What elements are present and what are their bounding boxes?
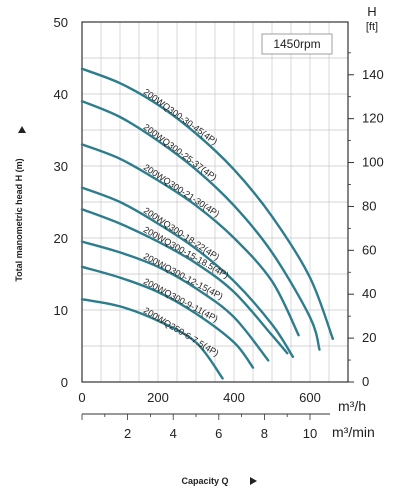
x-tick-labels: 0 200 400 600 (78, 390, 320, 405)
ft-tick-label: 20 (362, 330, 376, 345)
y-tick-label: 50 (54, 15, 68, 30)
m3min-tick-label: 10 (303, 426, 317, 441)
x-tick-label: 200 (147, 390, 169, 405)
x-unit-primary: m³/h (338, 398, 366, 414)
y-axis-label-group: Total manometric head H (m) (14, 158, 24, 281)
pump-curve (80, 67, 334, 340)
ft-tick-label: 140 (362, 67, 384, 82)
m3min-tick-label: 6 (215, 426, 222, 441)
y-tick-label: 40 (54, 87, 68, 102)
y-axis-arrow-icon (18, 126, 26, 133)
m3min-tick-label: 2 (124, 426, 131, 441)
x-unit-secondary: m³/min (332, 424, 375, 440)
ft-tick-label: 40 (362, 286, 376, 301)
pump-curve (80, 143, 300, 337)
pump-curve (80, 298, 224, 380)
pump-curve (80, 208, 289, 355)
ft-tick-label: 0 (362, 374, 369, 389)
pump-curve (80, 265, 255, 369)
right-axis-unit: H (367, 4, 376, 19)
m3min-axis: 2 4 6 8 10 (81, 413, 330, 441)
y-tick-label: 20 (54, 231, 68, 246)
speed-note: 1450rpm (273, 37, 320, 51)
ft-tick-label: 100 (362, 155, 384, 170)
ft-tick-label: 80 (362, 198, 376, 213)
x-tick-label: 400 (223, 390, 245, 405)
ft-tick-label: 60 (362, 242, 376, 257)
grid-lines (82, 22, 348, 382)
y-axis-label: Total manometric head H (m) (14, 158, 24, 281)
y-tick-label: 30 (54, 159, 68, 174)
right-axis-unit-sub: [ft] (366, 21, 378, 33)
x-tick-label: 0 (78, 390, 85, 405)
m3min-tick-label: 4 (170, 426, 177, 441)
pump-curve (80, 100, 321, 351)
ft-tick-label: 120 (362, 111, 384, 126)
pump-curve (80, 240, 270, 362)
x-axis-arrow-icon (250, 477, 257, 485)
y-tick-labels: 0 10 20 30 40 50 (54, 15, 68, 390)
ft-axis: 0 20 40 60 80 100 120 140 (347, 27, 384, 389)
y-tick-label: 0 (61, 375, 68, 390)
speed-note-box (261, 33, 333, 55)
x-tick-label: 600 (299, 390, 321, 405)
y-tick-label: 10 (54, 303, 68, 318)
m3min-tick-label: 8 (261, 426, 268, 441)
x-axis-label: Capacity Q (181, 476, 228, 486)
pump-curve (80, 186, 295, 358)
pump-curves (80, 67, 334, 380)
